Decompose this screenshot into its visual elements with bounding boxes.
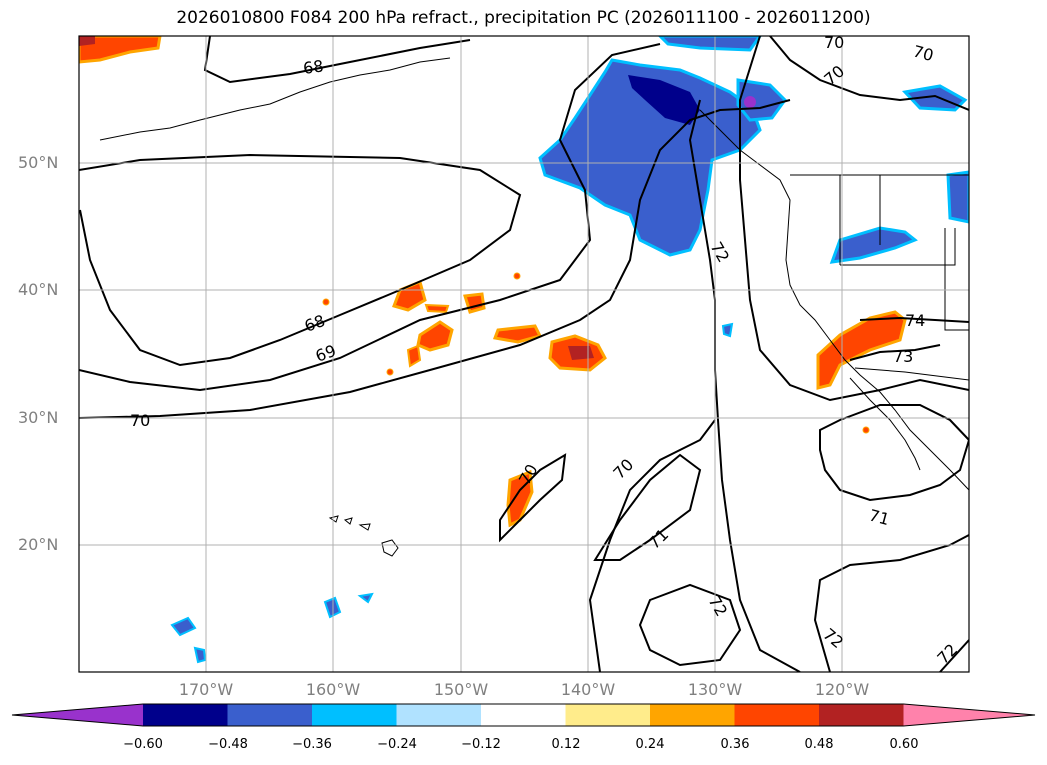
colorbar-outline (11, 703, 1036, 727)
colorbar-segment (143, 704, 228, 726)
contour-68-north (203, 36, 471, 84)
contour-71-east (819, 404, 969, 502)
coast-hawaii-maui (358, 523, 371, 531)
lat-label-40n: 40°N (18, 280, 59, 299)
colorbar-tick: −0.12 (461, 737, 501, 752)
purple-area-canada (744, 96, 756, 108)
border-us-mexico (854, 367, 969, 381)
contour-71-south (588, 419, 716, 672)
red-area-6 (568, 346, 594, 360)
orange-area-nw-corner (79, 36, 162, 64)
lat-label-30n: 30°N (18, 408, 59, 427)
lon-label-130w: 130°W (687, 680, 743, 699)
blue-area-pnw-dark (628, 75, 700, 125)
blue-area-pnw (538, 58, 762, 257)
colorbar-tick-labels: −0.60 −0.48 −0.36 −0.24 −0.12 0.12 0.24 … (0, 737, 1047, 757)
contour-label-70-top-2: 70 (911, 42, 936, 66)
contour-label-73: 73 (893, 347, 913, 366)
map-plot-area: 68 68 69 70 70 70 70 70 70 71 71 72 72 7… (79, 33, 969, 672)
lat-label-20n: 20°N (18, 535, 59, 554)
colorbar-tick: 0.60 (889, 737, 919, 752)
colorbar (11, 703, 1036, 727)
colorbar-tick: 0.12 (551, 737, 581, 752)
orange-area-2 (424, 303, 450, 314)
blue-area-hawaii-2 (193, 646, 207, 664)
negative-precip-areas (170, 36, 969, 664)
contour-label-70-top-1: 70 (824, 33, 844, 52)
lat-label-50n: 50°N (18, 153, 59, 172)
orange-dot-2 (513, 272, 521, 280)
contour-72-loop (638, 583, 742, 667)
grid-lines (79, 36, 969, 672)
colorbar-extend-min (12, 704, 143, 726)
blue-area-hawaii-4 (357, 592, 374, 604)
coast-hawaii-big (381, 539, 399, 557)
contour-label-68-north: 68 (302, 56, 325, 78)
orange-area-5 (492, 324, 543, 344)
coast-north-america (699, 109, 969, 491)
orange-area-3 (463, 292, 486, 314)
colorbar-segment (650, 704, 735, 726)
orange-dot-4 (386, 368, 394, 376)
contour-70-loop-2 (593, 453, 702, 561)
colorbar-segment (819, 704, 904, 726)
lon-label-120w: 120°W (814, 680, 870, 699)
colorbar-tick: −0.36 (292, 737, 332, 752)
blue-area-hawaii-1 (170, 616, 197, 637)
blue-area-top (657, 36, 762, 52)
colorbar-tick: −0.60 (123, 737, 163, 752)
blue-area-canada (736, 78, 787, 122)
contour-label-74: 74 (905, 311, 925, 330)
colorbar-tick: 0.48 (804, 737, 834, 752)
contour-label-71-east: 71 (867, 506, 892, 530)
contour-70-loop (499, 453, 567, 543)
colorbar-segment (734, 704, 820, 726)
map-title: 2026010800 F084 200 hPa refract., precip… (176, 8, 871, 28)
contour-74 (859, 316, 969, 323)
colorbar-segment (396, 704, 482, 726)
coast-alaska-peninsula (99, 57, 451, 141)
coast-hawaii-oahu (343, 517, 353, 525)
lon-label-160w: 160°W (305, 680, 361, 699)
contour-73 (849, 344, 941, 361)
orange-area-9 (816, 310, 907, 390)
state-borders (839, 175, 969, 331)
coast-baja (849, 377, 921, 471)
colorbar-tick: −0.48 (208, 737, 248, 752)
colorbar-tick: 0.24 (635, 737, 665, 752)
blue-area-west-us (829, 226, 918, 264)
colorbar-tick: 0.36 (720, 737, 750, 752)
colorbar-segment (312, 704, 397, 726)
colorbar-segment (481, 704, 566, 726)
coastlines (99, 57, 969, 557)
blue-area-ne (901, 84, 968, 112)
contour-70-south (79, 99, 791, 419)
lon-label-150w: 150°W (433, 680, 489, 699)
orange-area-7 (406, 344, 422, 368)
positive-precip-areas (79, 36, 907, 528)
red-area-nw-corner (79, 36, 95, 46)
contour-70-top (769, 36, 969, 111)
lon-label-140w: 140°W (560, 680, 616, 699)
orange-dot-1 (322, 298, 330, 306)
colorbar-extend-max (903, 704, 1035, 726)
lon-label-170w: 170°W (178, 680, 234, 699)
colorbar-tick: −0.24 (377, 737, 417, 752)
blue-area-small (721, 322, 734, 338)
blue-area-rockies (946, 170, 969, 224)
map-frame (78, 35, 970, 673)
colorbar-segment (227, 704, 313, 726)
colorbar-segment (565, 704, 651, 726)
contour-71 (739, 36, 969, 402)
contour-72 (688, 99, 801, 672)
orange-dot-3 (862, 426, 870, 434)
contour-label-70-west: 70 (130, 411, 150, 430)
